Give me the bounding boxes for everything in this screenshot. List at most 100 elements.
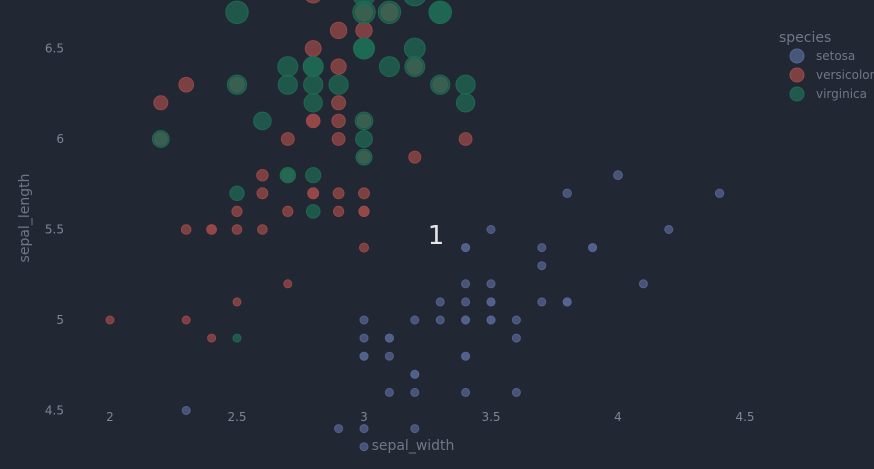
data-point-virginica[interactable] (303, 74, 324, 95)
data-point-versicolor[interactable] (153, 95, 169, 111)
data-point-setosa[interactable] (359, 424, 369, 434)
data-point-virginica[interactable] (151, 130, 170, 148)
data-point-versicolor[interactable] (256, 169, 269, 182)
data-point-setosa[interactable] (435, 297, 445, 307)
data-point-versicolor[interactable] (329, 21, 348, 40)
data-point-setosa[interactable] (486, 297, 496, 307)
data-point-versicolor[interactable] (304, 0, 322, 4)
data-point-setosa[interactable] (486, 279, 496, 289)
data-point-versicolor[interactable] (231, 205, 243, 217)
legend-item-versicolor[interactable]: versicolor (789, 67, 874, 83)
data-point-virginica[interactable] (253, 111, 272, 131)
data-point-virginica[interactable] (430, 74, 451, 95)
data-point-setosa[interactable] (410, 315, 420, 325)
data-point-versicolor[interactable] (231, 224, 243, 235)
data-point-versicolor[interactable] (408, 150, 422, 164)
data-point-versicolor[interactable] (105, 315, 115, 325)
data-point-versicolor[interactable] (206, 224, 217, 235)
data-point-virginica[interactable] (226, 74, 248, 95)
data-point-setosa[interactable] (537, 243, 547, 253)
data-point-setosa[interactable] (537, 297, 547, 307)
data-point-setosa[interactable] (537, 261, 547, 271)
data-point-setosa[interactable] (511, 333, 521, 343)
data-point-setosa[interactable] (562, 297, 572, 307)
data-point-setosa[interactable] (435, 315, 445, 325)
data-point-versicolor[interactable] (282, 205, 294, 217)
data-point-setosa[interactable] (461, 387, 471, 397)
data-point-virginica[interactable] (455, 93, 476, 113)
data-point-setosa[interactable] (486, 315, 496, 325)
data-point-versicolor[interactable] (359, 242, 369, 253)
data-point-versicolor[interactable] (458, 132, 473, 146)
data-point-versicolor[interactable] (283, 279, 293, 289)
legend-item-setosa[interactable]: setosa (789, 48, 855, 64)
data-point-virginica[interactable] (455, 74, 476, 95)
data-point-virginica[interactable] (355, 148, 373, 166)
data-point-virginica[interactable] (378, 56, 400, 78)
data-point-virginica[interactable] (305, 204, 321, 219)
data-point-setosa[interactable] (359, 351, 369, 361)
data-point-setosa[interactable] (562, 188, 572, 199)
data-point-versicolor[interactable] (331, 113, 346, 129)
data-point-setosa[interactable] (664, 225, 674, 234)
data-point-setosa[interactable] (461, 297, 471, 307)
data-point-versicolor[interactable] (306, 113, 321, 129)
data-point-virginica[interactable] (328, 74, 349, 95)
data-point-virginica[interactable] (352, 0, 376, 24)
data-point-virginica[interactable] (428, 0, 452, 24)
data-point-versicolor[interactable] (333, 205, 345, 217)
data-point-setosa[interactable] (588, 243, 598, 253)
data-point-versicolor[interactable] (358, 205, 370, 217)
data-point-setosa[interactable] (410, 369, 420, 379)
data-point-virginica[interactable] (353, 37, 375, 60)
data-point-virginica[interactable] (225, 0, 249, 24)
data-point-versicolor[interactable] (181, 315, 191, 325)
data-point-setosa[interactable] (384, 351, 394, 361)
data-point-setosa[interactable] (511, 387, 521, 397)
data-point-setosa[interactable] (384, 387, 394, 397)
data-point-setosa[interactable] (359, 315, 369, 325)
data-point-setosa[interactable] (613, 170, 623, 181)
data-point-setosa[interactable] (461, 243, 471, 253)
data-point-setosa[interactable] (714, 188, 725, 199)
data-point-versicolor[interactable] (355, 21, 373, 40)
data-point-versicolor[interactable] (358, 187, 370, 200)
data-point-versicolor[interactable] (256, 187, 269, 200)
data-point-virginica[interactable] (377, 0, 402, 24)
data-point-virginica[interactable] (232, 333, 242, 343)
data-point-virginica[interactable] (403, 37, 426, 60)
data-point-setosa[interactable] (461, 279, 471, 289)
data-point-setosa[interactable] (410, 424, 420, 434)
data-point-setosa[interactable] (334, 424, 344, 434)
data-point-setosa[interactable] (359, 333, 369, 343)
data-point-virginica[interactable] (277, 74, 298, 95)
data-point-versicolor[interactable] (330, 58, 347, 75)
data-point-setosa[interactable] (410, 387, 420, 397)
data-point-virginica[interactable] (403, 0, 426, 7)
data-point-setosa[interactable] (638, 279, 648, 289)
data-point-virginica[interactable] (355, 130, 373, 148)
data-point-setosa[interactable] (181, 406, 191, 415)
data-point-versicolor[interactable] (304, 40, 322, 57)
data-point-virginica[interactable] (404, 56, 426, 78)
data-point-versicolor[interactable] (307, 187, 320, 200)
data-point-versicolor[interactable] (180, 224, 192, 235)
data-point-versicolor[interactable] (257, 224, 268, 235)
data-point-setosa[interactable] (461, 351, 471, 361)
data-point-versicolor[interactable] (331, 95, 347, 111)
data-point-versicolor[interactable] (232, 297, 242, 307)
data-point-versicolor[interactable] (280, 132, 295, 146)
data-point-setosa[interactable] (359, 442, 369, 452)
data-point-versicolor[interactable] (332, 187, 345, 200)
data-point-versicolor[interactable] (331, 132, 346, 146)
data-point-virginica[interactable] (302, 56, 324, 78)
data-point-versicolor[interactable] (207, 333, 217, 343)
data-point-setosa[interactable] (486, 225, 496, 234)
data-point-versicolor[interactable] (178, 76, 194, 93)
data-point-virginica[interactable] (303, 93, 323, 113)
data-point-virginica[interactable] (279, 167, 296, 184)
data-point-virginica[interactable] (229, 185, 245, 202)
data-point-virginica[interactable] (305, 167, 322, 184)
data-point-setosa[interactable] (384, 333, 394, 343)
data-point-virginica[interactable] (277, 56, 299, 78)
